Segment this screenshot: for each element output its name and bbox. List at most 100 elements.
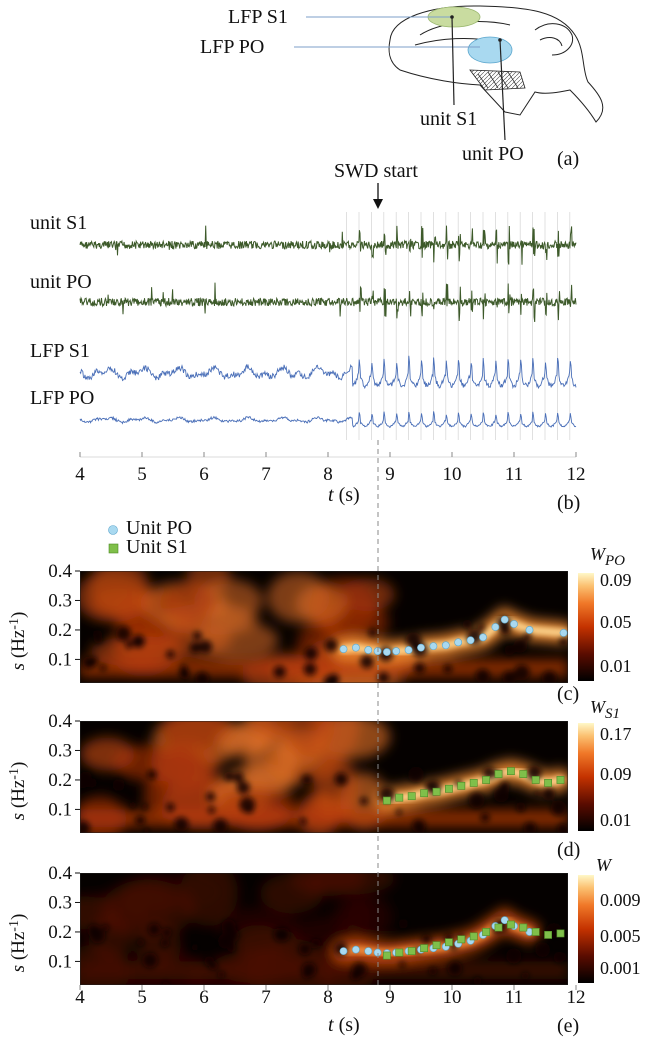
unit-s1-point (469, 932, 478, 941)
po-region (467, 36, 513, 64)
trace-label-unit-s1: unit S1 (30, 212, 87, 234)
y-axis-label: s (Hz-1) (7, 612, 29, 671)
x-tick-label: 6 (199, 464, 209, 485)
trace-unit-po (79, 282, 577, 323)
x-tick-label: 12 (567, 464, 586, 485)
lfp-po-label: LFP PO (200, 36, 264, 58)
unit-po-point (351, 643, 360, 652)
unit-po-label: unit PO (462, 143, 524, 165)
panel-d-label: (d) (557, 839, 580, 861)
y-tick-label: 0.4 (48, 863, 72, 884)
unit-s1-point (556, 929, 565, 938)
svg-text:WS1: WS1 (590, 697, 620, 722)
unit-po-point (479, 633, 487, 642)
unit-s1-point (420, 944, 428, 953)
unit-po-point (500, 916, 509, 925)
unit-s1-point (494, 923, 503, 932)
y-tick-label: 0.1 (48, 649, 72, 670)
cb-d-tick-low: 0.01 (600, 810, 632, 830)
y-axis-label: s (Hz-1) (7, 762, 29, 821)
unit-s1-point (544, 930, 552, 939)
cb-e-tick-mid: 0.005 (600, 926, 641, 946)
unit-s1-point (494, 770, 503, 778)
lfp-s1-label: LFP S1 (228, 6, 288, 28)
unit-s1-point (469, 778, 478, 787)
unit-s1-point (444, 784, 453, 793)
colorbar-e: W 0.009 0.005 0.001 (578, 855, 641, 983)
heatmap-d (80, 721, 568, 833)
y-tick-label: 0.2 (48, 770, 72, 791)
svg-text:WPO: WPO (590, 544, 625, 569)
x-tick-label: 8 (323, 987, 333, 1008)
unit-po-point (429, 642, 438, 651)
unit-po-point (392, 647, 401, 656)
x-tick-label: 11 (505, 464, 523, 485)
unit-po-point (339, 645, 348, 654)
unit-s1-point (382, 796, 391, 805)
x-tick-label: 10 (443, 987, 462, 1008)
swd-start-label: SWD start (334, 160, 418, 182)
unit-s1-point (531, 776, 540, 784)
x-tick-label: 5 (137, 987, 147, 1008)
cb-e-tick-low: 0.001 (600, 958, 641, 978)
trace-lfp-po (79, 411, 577, 428)
unit-po-point (417, 643, 425, 652)
colorbar-d: WS1 0.17 0.09 0.01 (578, 697, 632, 831)
unit-po-point (339, 947, 348, 956)
cb-e-tick-top: 0.009 (600, 890, 641, 910)
unit-s1-point (395, 948, 404, 957)
cb-c-tick-low: 0.01 (600, 656, 632, 676)
e-x-ticks: 4 5 6 7 8 9 10 11 12 (75, 985, 586, 1008)
heatmap-c (80, 571, 568, 683)
markers-c (339, 615, 568, 656)
y-tick-label: 0.1 (48, 799, 72, 820)
unit-s1-point (382, 951, 391, 960)
y-tick-label: 0.3 (48, 590, 72, 611)
x-tick-label: 4 (75, 987, 85, 1008)
trace-unit-s1 (79, 225, 577, 265)
x-tick-label: 5 (137, 464, 147, 485)
unit-po-point (351, 945, 360, 954)
unit-s1-point (432, 941, 441, 950)
unit-s1-point (519, 923, 528, 932)
unit-po-point (466, 636, 475, 645)
svg-text:W: W (596, 855, 613, 875)
y-tick-label: 0.1 (48, 951, 72, 972)
trace-label-lfp-po: LFP PO (30, 387, 94, 409)
x-tick-label: 9 (385, 464, 395, 485)
trace-label-lfp-s1: LFP S1 (30, 340, 90, 362)
y-tick-label: 0.4 (48, 711, 72, 732)
x-tick-label: 8 (323, 464, 333, 485)
b-x-ticks: 4 5 6 7 8 9 10 11 12 (75, 452, 586, 485)
legend-s1-marker (108, 543, 119, 554)
cb-d-tick-mid: 0.09 (600, 764, 632, 784)
unit-s1-point (457, 935, 466, 944)
trace-lfp-s1 (79, 355, 577, 390)
unit-s1-point (482, 928, 490, 936)
unit-s1-point (482, 776, 490, 784)
unit-s1-point (506, 920, 515, 929)
unit-po-point (454, 638, 463, 647)
trace-label-unit-po: unit PO (30, 271, 92, 293)
unit-s1-label: unit S1 (420, 108, 477, 130)
unit-s1-point (420, 789, 428, 798)
b-xlabel: t (s) (328, 484, 360, 506)
unit-s1-point (432, 787, 441, 796)
markers-d (382, 767, 565, 805)
panel-e-label: (e) (557, 1015, 579, 1037)
colorbar-c: WPO 0.09 0.05 0.01 (578, 544, 632, 681)
unit-po-point (525, 626, 534, 634)
unit-po-point (491, 623, 500, 631)
unit-s1-point (407, 947, 416, 956)
cb-c-tick-top: 0.09 (600, 570, 632, 590)
y-axes: 0.4 0.3 0.2 0.1 s (Hz-1) 0.4 0.3 0.2 0.1 s (Hz-1)… (7, 561, 80, 972)
swd-arrow-head (373, 199, 383, 209)
legend-s1-label: Unit S1 (126, 536, 188, 558)
legend-po-marker (108, 525, 118, 535)
x-tick-label: 6 (199, 987, 209, 1008)
y-axis-label: s (Hz-1) (7, 914, 29, 973)
brain-schematic (294, 5, 604, 141)
unit-po-point (441, 641, 450, 650)
unit-s1-point (395, 793, 404, 802)
